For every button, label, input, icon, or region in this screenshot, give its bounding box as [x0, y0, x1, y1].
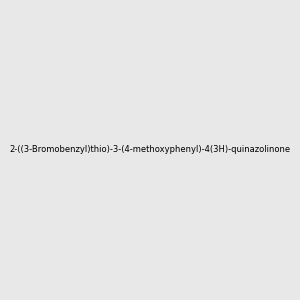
Text: 2-((3-Bromobenzyl)thio)-3-(4-methoxyphenyl)-4(3H)-quinazolinone: 2-((3-Bromobenzyl)thio)-3-(4-methoxyphen…: [9, 146, 291, 154]
